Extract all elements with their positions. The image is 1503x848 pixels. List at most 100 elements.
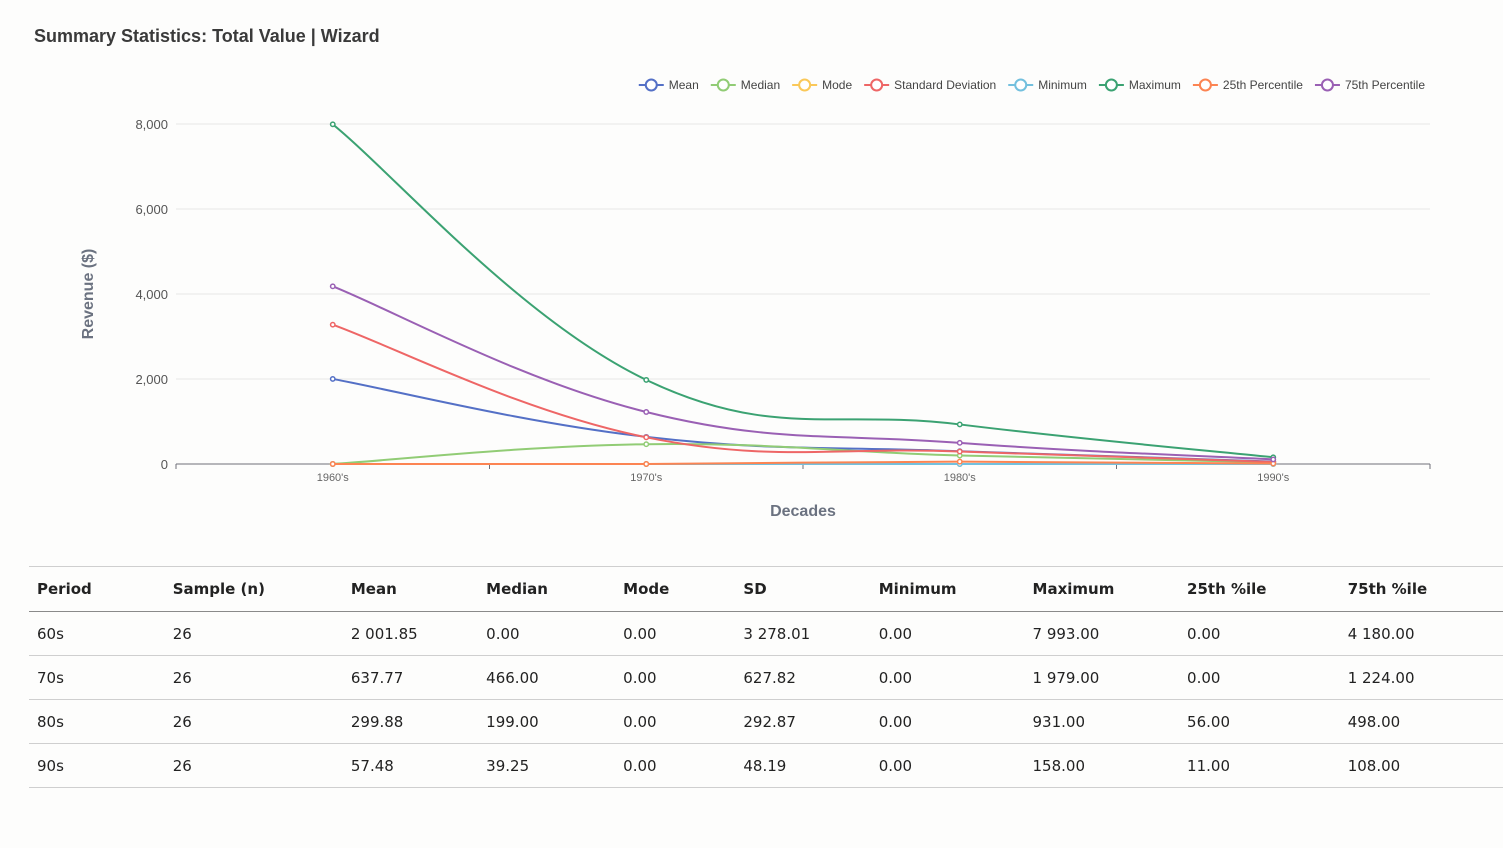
data-point[interactable] xyxy=(1270,456,1277,463)
x-tick-label: 1970's xyxy=(630,472,663,484)
legend-label: Mode xyxy=(822,78,852,92)
table-cell: 0.00 xyxy=(615,611,736,656)
table-cell: 0.00 xyxy=(1179,655,1340,700)
series-75th-percentile xyxy=(329,283,1277,463)
y-axis-title: Revenue ($) xyxy=(80,249,97,340)
legend-label: 75th Percentile xyxy=(1345,78,1425,92)
grid-lines xyxy=(176,123,1430,380)
legend-item[interactable]: Minimum xyxy=(1008,78,1087,92)
table-cell: 39.25 xyxy=(478,743,616,788)
table-cell: 60s xyxy=(29,611,165,656)
column-header: Mean xyxy=(342,566,479,612)
table-cell: 90s xyxy=(29,743,165,788)
column-header: 25th %ile xyxy=(1179,566,1340,612)
data-point[interactable] xyxy=(643,409,650,415)
column-header: 75th %ile xyxy=(1339,566,1503,612)
table-cell: 466.00 xyxy=(478,655,616,700)
series-line xyxy=(332,323,1274,463)
data-point[interactable] xyxy=(643,434,650,441)
legend-label: Minimum xyxy=(1038,78,1087,92)
table-cell: 11.00 xyxy=(1179,743,1340,788)
series-lines xyxy=(329,121,1277,467)
data-point[interactable] xyxy=(956,458,963,465)
data-point[interactable] xyxy=(956,421,963,428)
column-header: Period xyxy=(29,566,165,612)
table-row: 60s 26 2 001.85 0.00 0.00 3 278.01 0.00 7 993.0… xyxy=(29,611,1503,656)
chart-legend: Mean Median Mode Standard Deviation Minimum M… xyxy=(638,78,1425,92)
y-tick-label: 4,000 xyxy=(135,287,168,302)
legend-label: 25th Percentile xyxy=(1223,78,1303,92)
table-cell: 3 278.01 xyxy=(735,611,871,656)
table-cell: 26 xyxy=(164,743,343,788)
column-header: SD xyxy=(735,566,871,612)
legend-item[interactable]: Mean xyxy=(638,78,699,92)
column-header: Median xyxy=(478,566,616,612)
data-point[interactable] xyxy=(956,448,963,455)
series-line xyxy=(332,460,1274,466)
table-cell: 0.00 xyxy=(615,655,736,700)
table-cell: 0.00 xyxy=(1179,611,1340,656)
legend-label: Standard Deviation xyxy=(894,78,996,92)
table-cell: 0.00 xyxy=(870,699,1025,744)
data-point[interactable] xyxy=(956,439,963,446)
series-mean xyxy=(329,375,1277,465)
legend-label: Median xyxy=(741,78,780,92)
data-point[interactable] xyxy=(329,283,336,290)
data-point[interactable] xyxy=(329,461,336,467)
column-header: Mode xyxy=(615,566,736,612)
table-cell: 2 001.85 xyxy=(342,611,479,656)
data-point[interactable] xyxy=(643,441,650,448)
legend-marker xyxy=(1320,78,1334,92)
table-cell: 48.19 xyxy=(735,743,871,788)
series-line xyxy=(332,377,1274,463)
table-header-row: Period Sample (n) Mean Median Mode SD Minimum M… xyxy=(29,566,1503,612)
table-cell: 0.00 xyxy=(615,699,736,744)
data-point[interactable] xyxy=(643,376,650,383)
table-cell: 57.48 xyxy=(342,743,479,788)
series-line xyxy=(332,123,1274,459)
line-chart: 0 2,000 4,000 6,000 8,000 1960's 1970's 1980's 1… xyxy=(80,78,1431,520)
table-cell: 0.00 xyxy=(870,743,1025,788)
legend-marker xyxy=(644,78,658,92)
series-maximum xyxy=(329,121,1277,461)
table-cell: 108.00 xyxy=(1339,743,1503,788)
summary-table: Period Sample (n) Mean Median Mode SD Minimum M… xyxy=(29,566,1503,788)
y-tick-label: 2,000 xyxy=(135,372,168,387)
series-line xyxy=(332,443,1274,465)
series-line xyxy=(332,285,1274,461)
table-cell: 0.00 xyxy=(478,611,616,656)
table-cell: 0.00 xyxy=(870,655,1025,700)
data-point[interactable] xyxy=(329,375,336,382)
table-body: 60s 26 2 001.85 0.00 0.00 3 278.01 0.00 7 993.0… xyxy=(29,611,1503,788)
page-title: Summary Statistics: Total Value | Wizard xyxy=(34,26,380,46)
legend-item[interactable]: Mode xyxy=(792,78,852,92)
column-header: Sample (n) xyxy=(164,566,343,612)
table-cell: 80s xyxy=(29,699,165,744)
data-point[interactable] xyxy=(329,121,336,128)
table-row: 80s 26 299.88 199.00 0.00 292.87 0.00 931.00 56.… xyxy=(29,699,1503,744)
table-cell: 26 xyxy=(164,655,343,700)
legend-marker xyxy=(798,78,812,92)
legend-marker xyxy=(1198,78,1212,92)
data-point[interactable] xyxy=(643,461,650,467)
legend-marker xyxy=(870,78,884,92)
chart-axes: 0 2,000 4,000 6,000 8,000 1960's 1970's 1980's 1… xyxy=(135,117,1431,484)
legend-item[interactable]: 75th Percentile xyxy=(1314,78,1425,92)
legend-item[interactable]: Median xyxy=(710,78,780,92)
table-cell: 1 224.00 xyxy=(1339,655,1503,700)
legend-item[interactable]: Maximum xyxy=(1098,78,1181,92)
table-cell: 7 993.00 xyxy=(1024,611,1180,656)
table-cell: 637.77 xyxy=(342,655,479,700)
legend-item[interactable]: 25th Percentile xyxy=(1192,78,1303,92)
column-header: Minimum xyxy=(870,566,1025,612)
table-cell: 931.00 xyxy=(1024,699,1180,744)
legend-marker xyxy=(1014,78,1028,92)
data-point[interactable] xyxy=(329,321,336,328)
table-cell: 26 xyxy=(164,699,343,744)
legend-item[interactable]: Standard Deviation xyxy=(864,78,996,92)
legend-label: Maximum xyxy=(1129,78,1181,92)
table-cell: 498.00 xyxy=(1339,699,1503,744)
column-header: Maximum xyxy=(1024,566,1180,612)
table-row: 90s 26 57.48 39.25 0.00 48.19 0.00 158.00 11.00 1… xyxy=(29,743,1503,788)
table-cell: 627.82 xyxy=(735,655,871,700)
